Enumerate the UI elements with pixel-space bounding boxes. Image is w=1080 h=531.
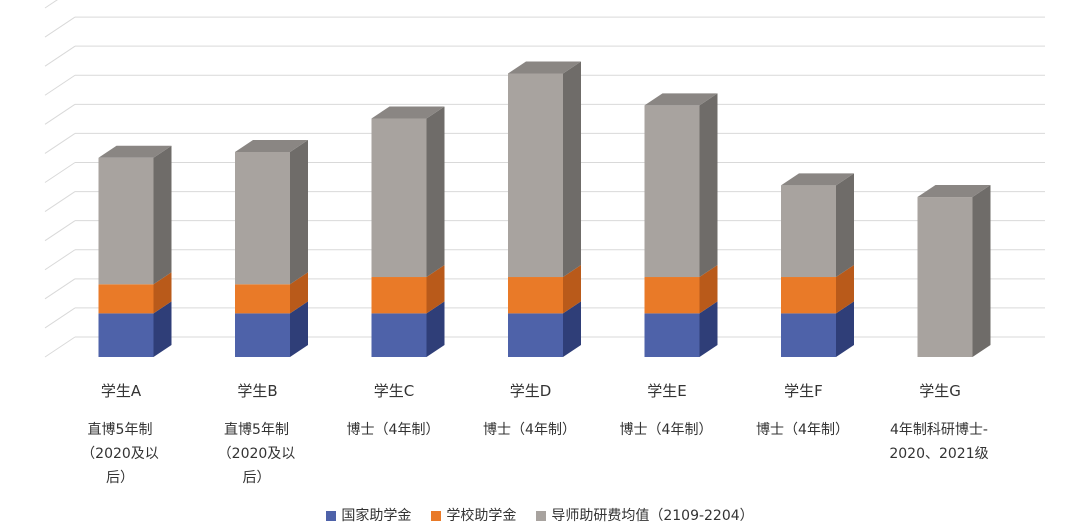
gridline-depth: [44, 103, 76, 125]
bar-segment-side: [426, 301, 445, 357]
bar-segment-side: [290, 139, 308, 285]
gridline-depth: [44, 191, 76, 212]
bar-segment-side: [972, 185, 991, 357]
category-note: （2020及以: [81, 446, 159, 462]
category-note: （2020及以: [218, 446, 296, 462]
bar-top: [508, 61, 581, 74]
bar-segment-side: [290, 301, 308, 357]
gridline-depth: [44, 133, 76, 154]
bar-top: [644, 93, 718, 106]
legend-item: 导师助研费均值（2109-2204）: [536, 505, 754, 525]
bar-segment: [644, 313, 700, 357]
legend-label: 学校助学金: [446, 508, 517, 524]
bar-segment-side: [699, 301, 718, 357]
bar-segment: [644, 105, 700, 278]
legend-swatch: [431, 511, 442, 521]
gridline-depth: [44, 307, 76, 329]
bar-segment: [371, 313, 427, 357]
category-labels: 学生A直博5年制（2020及以后）学生B直博5年制（2020及以后）学生C博士（…: [81, 382, 988, 486]
bar-segment-side: [290, 272, 308, 314]
bar-segment: [508, 73, 563, 278]
bar-segment-side: [563, 301, 581, 357]
gridline-depth: [44, 336, 76, 358]
bar-segment-side: [699, 93, 718, 278]
bar-segment: [235, 313, 290, 357]
gridline-depth: [44, 278, 76, 300]
bar-segment: [371, 277, 427, 314]
legend-item: 国家助学金: [326, 505, 411, 525]
legend-label: 国家助学金: [341, 508, 412, 524]
category-note: 博士（4年制）: [483, 421, 576, 438]
legend-swatch: [326, 511, 337, 521]
category-label: 学生B: [237, 382, 277, 400]
category-label: 学生A: [101, 382, 142, 400]
gridline-depth: [44, 0, 58, 9]
legend: 国家助学金 学校助学金 导师助研费均值（2109-2204）: [0, 505, 1080, 525]
gridline-depth: [44, 74, 76, 96]
legend-label: 导师助研费均值（2109-2204）: [551, 508, 754, 524]
category-label: 学生G: [919, 382, 961, 400]
bar-segment-side: [426, 265, 445, 314]
category-label: 学生C: [374, 382, 414, 400]
bar-segment-side: [563, 61, 581, 278]
bar-segment-side: [153, 301, 172, 357]
category-note: 博士（4年制）: [347, 421, 440, 438]
bar-top: [371, 106, 445, 119]
bar-segment: [644, 277, 700, 314]
legend-item: 学校助学金: [431, 505, 516, 525]
category-label: 学生E: [647, 382, 686, 400]
gridline-depth: [44, 162, 76, 183]
category-note: 4年制科研博士-: [890, 421, 988, 438]
bar-segment-side: [153, 145, 172, 285]
bar-top: [781, 173, 854, 186]
gridline-depth: [44, 45, 76, 67]
bar-segment: [98, 284, 154, 314]
bar-segment: [371, 118, 427, 278]
category-note: 后）: [106, 470, 134, 486]
category-note: 博士（4年制）: [620, 421, 713, 438]
category-note: 直博5年制: [88, 421, 153, 438]
category-label: 学生D: [510, 382, 552, 400]
category-note: 直博5年制: [224, 421, 289, 438]
bar-segment: [781, 277, 836, 314]
bar-segment-side: [699, 265, 718, 314]
bar-segment: [781, 313, 836, 357]
category-note: 博士（4年制）: [756, 421, 849, 438]
bar-top: [235, 139, 308, 152]
gridline-depth: [44, 249, 76, 271]
bar-segment-side: [836, 301, 854, 357]
bar-segment: [508, 313, 563, 357]
bar-segment-side: [563, 265, 581, 314]
category-label: 学生F: [784, 382, 823, 400]
bar-segment: [917, 197, 973, 357]
bar-segment: [235, 151, 290, 285]
legend-swatch: [536, 511, 547, 521]
gridline-depth: [44, 16, 76, 38]
bar-segment-side: [836, 265, 854, 314]
bar-segment-side: [836, 173, 854, 278]
bar-segment-side: [153, 272, 172, 314]
bar-top: [917, 185, 991, 198]
bar-segment: [508, 277, 563, 314]
bar-segment: [235, 284, 290, 314]
bar-segment: [781, 185, 836, 278]
bar-segment-side: [426, 106, 445, 278]
bar-segment: [98, 157, 154, 285]
bars: [98, 61, 991, 357]
category-note: 2020、2021级: [889, 446, 988, 462]
bar-top: [98, 145, 172, 158]
category-note: 后）: [243, 470, 271, 486]
bar-segment: [98, 313, 154, 357]
gridline-depth: [44, 220, 76, 242]
